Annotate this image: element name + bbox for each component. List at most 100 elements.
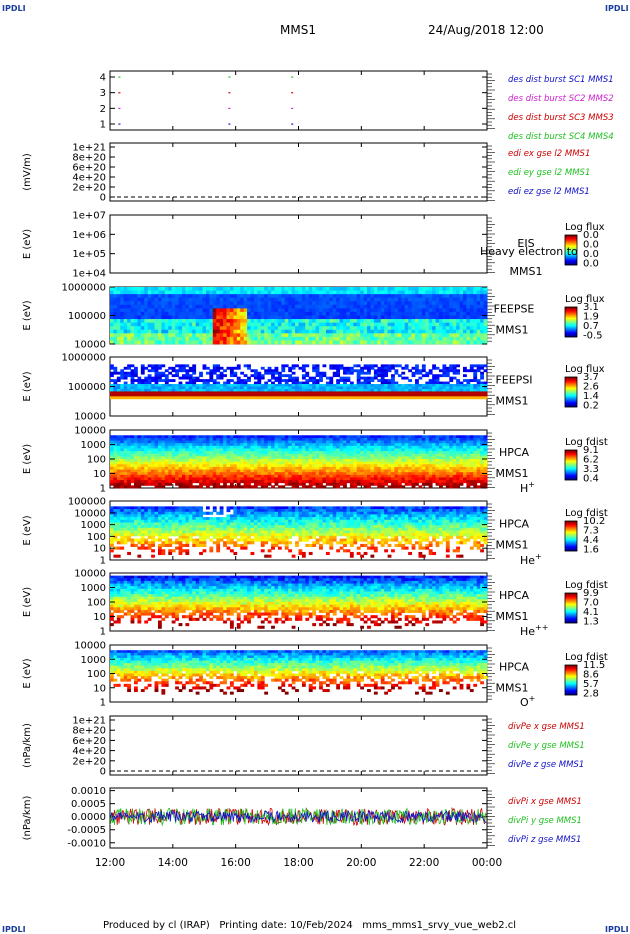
heatmap-cell	[243, 322, 248, 327]
heatmap-cell	[370, 388, 375, 392]
heatmap-cell	[284, 311, 289, 316]
heatmap-cell	[336, 393, 341, 397]
heatmap-cell	[151, 451, 155, 455]
heatmap-cell	[116, 391, 121, 395]
heatmap-cell	[469, 340, 474, 345]
heatmap-cell	[281, 369, 286, 373]
heatmap-cell	[209, 329, 214, 334]
heatmap-cell	[367, 371, 371, 375]
heatmap-cell	[319, 391, 323, 395]
heatmap-cell	[264, 311, 269, 316]
heatmap-cell	[277, 443, 282, 447]
heatmap-cell	[267, 396, 272, 400]
heatmap-cell	[435, 376, 440, 380]
heatmap-cell	[473, 290, 478, 295]
heatmap-cell	[181, 453, 186, 457]
heatmap-cell	[181, 308, 186, 313]
heatmap-cell	[175, 333, 179, 338]
heatmap-cell	[391, 459, 395, 463]
heatmap-cell	[397, 301, 402, 306]
heatmap-cell	[363, 381, 368, 385]
heatmap-cell	[120, 322, 125, 327]
heatmap-cell	[233, 437, 238, 441]
heatmap-cell	[113, 437, 118, 441]
heatmap-cell	[147, 308, 152, 313]
heatmap-cell	[377, 466, 382, 470]
heatmap-cell	[452, 333, 457, 338]
heatmap-cell	[329, 379, 334, 382]
heatmap-cell	[284, 453, 289, 457]
heatmap-cell	[274, 371, 279, 375]
heatmap-cell	[349, 445, 354, 449]
heatmap-cell	[140, 371, 145, 375]
heatmap-cell	[271, 294, 275, 299]
heatmap-cell	[367, 297, 371, 302]
heatmap-cell	[229, 445, 234, 449]
heatmap-cell	[185, 376, 190, 380]
heatmap-cell	[332, 391, 337, 395]
heatmap-cell	[370, 364, 375, 368]
heatmap-cell	[325, 311, 330, 316]
heatmap-cell	[192, 396, 197, 400]
heatmap-cell	[288, 474, 293, 478]
heatmap-cell	[110, 451, 114, 455]
heatmap-cell	[332, 453, 337, 457]
heatmap-cell	[322, 445, 327, 449]
heatmap-cell	[387, 480, 392, 484]
heatmap-cell	[137, 322, 142, 327]
heatmap-cell	[380, 445, 385, 449]
heatmap-cell	[267, 437, 272, 441]
heatmap-cell	[195, 333, 200, 338]
heatmap-cell	[137, 379, 142, 382]
heatmap-cell	[161, 371, 166, 375]
heatmap-cell	[209, 287, 214, 291]
heatmap-cell	[367, 474, 371, 478]
heatmap-cell	[113, 443, 118, 447]
heatmap-cell	[130, 301, 135, 306]
heatmap-cell	[199, 386, 203, 390]
heatmap-cell	[195, 445, 200, 449]
heatmap-cell	[154, 384, 159, 387]
heatmap-cell	[219, 466, 224, 470]
heatmap-cell	[202, 386, 207, 390]
heatmap-cell	[192, 336, 197, 341]
color-scale-cell	[565, 247, 577, 249]
heatmap-cell	[164, 453, 169, 457]
heatmap-cell	[178, 301, 183, 306]
heatmap-cell	[199, 374, 203, 378]
heatmap-cell	[226, 435, 231, 439]
heatmap-cell	[325, 308, 330, 313]
heatmap-cell	[360, 464, 365, 468]
color-scale-title: Log flux	[565, 364, 605, 375]
heatmap-cell	[336, 451, 341, 455]
heatmap-cell	[137, 435, 142, 439]
heatmap-cell	[363, 297, 368, 302]
heatmap-cell	[154, 297, 159, 302]
heatmap-cell	[133, 388, 138, 392]
heatmap-cell	[202, 301, 207, 306]
heatmap-cell	[456, 319, 460, 324]
heatmap-cell	[147, 386, 152, 390]
heatmap-cell	[178, 453, 183, 457]
heatmap-cell	[339, 459, 344, 463]
heatmap-cell	[154, 461, 159, 465]
color-scale-cell	[565, 312, 577, 314]
heatmap-cell	[432, 340, 436, 345]
heatmap-cell	[243, 391, 248, 395]
heatmap-cell	[236, 480, 241, 484]
heatmap-cell	[216, 440, 221, 444]
color-scale-cell	[565, 244, 577, 246]
heatmap-cell	[387, 485, 392, 489]
heatmap-cell	[212, 336, 217, 341]
heatmap-cell	[295, 381, 299, 385]
heatmap-cell	[373, 329, 378, 334]
heatmap-cell	[133, 315, 138, 320]
heatmap-cell	[147, 294, 152, 299]
heatmap-cell	[322, 440, 327, 444]
heatmap-cell	[466, 384, 471, 387]
heatmap-cell	[415, 297, 419, 302]
heatmap-cell	[226, 297, 231, 302]
heatmap-cell	[305, 393, 310, 397]
heatmap-cell	[236, 297, 241, 302]
color-scale-cell	[565, 394, 577, 396]
